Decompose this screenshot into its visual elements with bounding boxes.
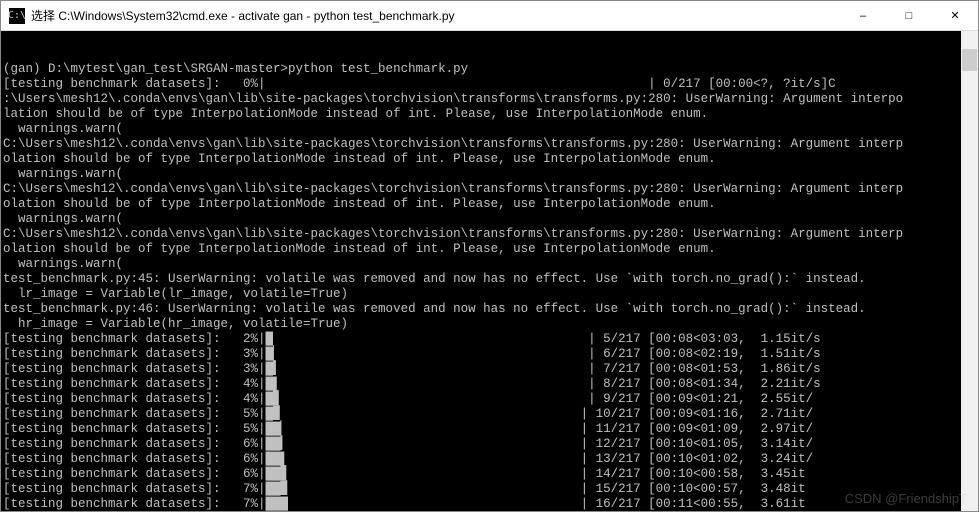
terminal-line: hr_image = Variable(hr_image, volatile=T…	[3, 317, 978, 332]
cmd-icon: C:\	[9, 8, 25, 24]
terminal-output[interactable]: (gan) D:\mytest\gan_test\SRGAN-master>py…	[1, 31, 978, 511]
terminal-line: (gan) D:\mytest\gan_test\SRGAN-master>py…	[3, 62, 978, 77]
window-title: 选择 C:\Windows\System32\cmd.exe - activat…	[31, 7, 840, 24]
terminal-line: [testing benchmark datasets]: 3%|█▏ | 6/…	[3, 347, 978, 362]
terminal-line: [testing benchmark datasets]: 4%|█▌ | 8/…	[3, 377, 978, 392]
terminal-line: lation should be of type InterpolationMo…	[3, 107, 978, 122]
terminal-line: test_benchmark.py:46: UserWarning: volat…	[3, 302, 978, 317]
terminal-line: olation should be of type InterpolationM…	[3, 197, 978, 212]
terminal-line: [testing benchmark datasets]: 7%|██▉ | 1…	[3, 482, 978, 497]
scrollbar[interactable]	[961, 31, 978, 511]
close-button[interactable]: ✕	[932, 1, 978, 30]
terminal-line: [testing benchmark datasets]: 7%|███ | 1…	[3, 497, 978, 511]
scrollbar-thumb[interactable]	[962, 49, 977, 71]
titlebar[interactable]: C:\ 选择 C:\Windows\System32\cmd.exe - act…	[1, 1, 978, 31]
window-buttons: – □ ✕	[840, 1, 978, 30]
terminal-line: [testing benchmark datasets]: 0%| | 0/21…	[3, 77, 978, 92]
terminal-line: lr_image = Variable(lr_image, volatile=T…	[3, 287, 978, 302]
terminal-line: C:\Users\mesh12\.conda\envs\gan\lib\site…	[3, 137, 978, 152]
terminal-line: [testing benchmark datasets]: 6%|██▌ | 1…	[3, 452, 978, 467]
terminal-line: [testing benchmark datasets]: 5%|█▉ | 10…	[3, 407, 978, 422]
terminal-line: olation should be of type InterpolationM…	[3, 242, 978, 257]
terminal-line: C:\Users\mesh12\.conda\envs\gan\lib\site…	[3, 227, 978, 242]
maximize-button[interactable]: □	[886, 1, 932, 30]
terminal-line: :\Users\mesh12\.conda\envs\gan\lib\site-…	[3, 92, 978, 107]
terminal-line: test_benchmark.py:45: UserWarning: volat…	[3, 272, 978, 287]
terminal-line: [testing benchmark datasets]: 2%|█ | 5/2…	[3, 332, 978, 347]
minimize-button[interactable]: –	[840, 1, 886, 30]
terminal-line: C:\Users\mesh12\.conda\envs\gan\lib\site…	[3, 182, 978, 197]
terminal-line: [testing benchmark datasets]: 3%|█▍ | 7/…	[3, 362, 978, 377]
terminal-line: [testing benchmark datasets]: 4%|█▊ | 9/…	[3, 392, 978, 407]
terminal-line: warnings.warn(	[3, 257, 978, 272]
terminal-line: olation should be of type InterpolationM…	[3, 152, 978, 167]
terminal-line: [testing benchmark datasets]: 6%|██▎ | 1…	[3, 437, 978, 452]
terminal-line: warnings.warn(	[3, 122, 978, 137]
terminal-line: warnings.warn(	[3, 167, 978, 182]
terminal-line: warnings.warn(	[3, 212, 978, 227]
terminal-line: [testing benchmark datasets]: 6%|██▊ | 1…	[3, 467, 978, 482]
terminal-line: [testing benchmark datasets]: 5%|██▏ | 1…	[3, 422, 978, 437]
cmd-window: C:\ 选择 C:\Windows\System32\cmd.exe - act…	[0, 0, 979, 512]
